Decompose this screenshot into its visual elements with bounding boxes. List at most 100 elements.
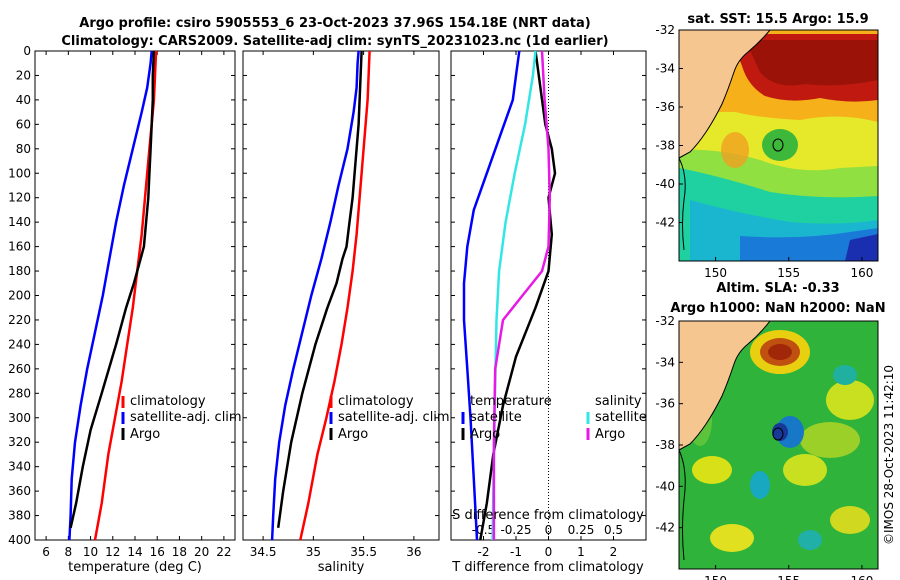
map-lat-tick-label: -36 xyxy=(655,397,675,411)
legend-label-argo: Argo xyxy=(130,427,160,442)
sst-map-image xyxy=(679,30,878,261)
map-lat-tick-label: -34 xyxy=(655,355,675,369)
sla-map-title-line2: Argo h1000: NaN h2000: NaN xyxy=(670,301,885,316)
map-lat-tick-label: -38 xyxy=(655,139,675,153)
difference-top-tick-label: 0 xyxy=(545,523,553,537)
map-lat-tick-label: -42 xyxy=(655,216,675,230)
temperature-x-tick-label: 8 xyxy=(65,545,73,559)
sla-map-title-line1: Altim. SLA: -0.33 xyxy=(716,281,839,296)
depth-tick-label: 280 xyxy=(8,386,31,400)
depth-tick-label: 260 xyxy=(8,362,31,376)
depth-tick-label: 120 xyxy=(8,191,31,205)
temperature-x-tick-label: 20 xyxy=(194,545,209,559)
map-lat-tick-label: -36 xyxy=(655,100,675,114)
difference-x-tick-label: 1 xyxy=(577,545,585,559)
series-line-climatology xyxy=(299,50,371,541)
salinity-x-axis: 34.5 35 35.5 36 xyxy=(250,51,422,559)
series-line-temperature-satellite xyxy=(462,50,521,541)
figure-title-line2: Climatology: CARS2009. Satellite-adj cli… xyxy=(61,34,608,49)
difference-xlabel: T difference from climatology xyxy=(451,560,644,575)
map-lon-tick-label: 155 xyxy=(777,574,800,580)
series-line-salinity-argo xyxy=(492,50,552,540)
temperature-series xyxy=(68,50,158,541)
map-lon-tick-label: 150 xyxy=(704,574,727,580)
legend-label-temperature: temperature xyxy=(470,394,552,409)
depth-tick-label: 100 xyxy=(8,166,31,180)
temperature-legend: climatology satellite-adj. clim Argo xyxy=(121,394,242,442)
difference-x-tick-label: -2 xyxy=(478,545,490,559)
depth-tick-label: 200 xyxy=(8,289,31,303)
map-lon-tick-label: 155 xyxy=(777,266,800,280)
temperature-x-tick-label: 18 xyxy=(172,545,187,559)
map-lat-tick-label: -32 xyxy=(655,23,675,37)
sla-map-axes: 150 155 160 -32 -34 -36 -38 -40 -42 xyxy=(655,314,873,580)
map-lat-tick-label: -40 xyxy=(655,177,675,191)
legend-label-t-argo: Argo xyxy=(470,427,500,442)
sla-map-image xyxy=(679,321,878,569)
depth-tick-label: 20 xyxy=(16,68,31,82)
temperature-x-tick-label: 22 xyxy=(216,545,231,559)
depth-tick-label: 360 xyxy=(8,484,31,498)
series-line-argo xyxy=(69,50,156,529)
salinity-x-tick-label: 35 xyxy=(306,545,321,559)
difference-x-tick-label: -1 xyxy=(510,545,522,559)
legend-label-s-satellite: satellite xyxy=(595,410,647,425)
sst-map-axes: 150 155 160 -32 -34 -36 -38 -40 -42 xyxy=(655,23,873,280)
series-line-satellite-adj-clim xyxy=(270,50,360,541)
difference-top-tick-label: 0.5 xyxy=(604,523,623,537)
argo-position-marker xyxy=(772,138,784,152)
difference-top-tick-label: 0.25 xyxy=(568,523,595,537)
depth-tick-label: 140 xyxy=(8,215,31,229)
depth-tick-label: 160 xyxy=(8,240,31,254)
legend-label-s-argo: Argo xyxy=(595,427,625,442)
depth-tick-label: 400 xyxy=(8,533,31,547)
map-lat-tick-label: -40 xyxy=(655,479,675,493)
salinity-xlabel: salinity xyxy=(318,560,365,575)
legend-label-salinity: salinity xyxy=(595,394,642,409)
temperature-x-axis: 6 8 10 12 14 16 18 20 22 xyxy=(42,51,232,559)
sst-map-title: sat. SST: 15.5 Argo: 15.9 xyxy=(687,12,868,27)
depth-tick-label: 60 xyxy=(16,117,31,131)
series-line-satellite-adj-clim xyxy=(68,50,153,541)
map-lat-tick-label: -38 xyxy=(655,438,675,452)
map-lat-tick-label: -42 xyxy=(655,521,675,535)
temperature-x-tick-label: 10 xyxy=(83,545,98,559)
difference-top-axis: -0.5 -0.25 0 0.25 0.5 xyxy=(472,523,623,537)
map-lon-tick-label: 160 xyxy=(850,266,873,280)
salinity-legend: climatology satellite-adj. clim Argo xyxy=(329,394,450,442)
series-line-argo xyxy=(276,50,363,528)
difference-x-tick-label: 0 xyxy=(545,545,553,559)
salinity-x-tick-label: 36 xyxy=(406,545,421,559)
depth-tick-label: 80 xyxy=(16,142,31,156)
legend-label-t-satellite: satellite xyxy=(470,410,522,425)
difference-x-tick-label: 2 xyxy=(610,545,618,559)
difference-axes xyxy=(450,50,647,541)
difference-legend-salinity: salinity satellite Argo xyxy=(586,394,647,442)
depth-tick-label: 220 xyxy=(8,313,31,327)
legend-label-climatology: climatology xyxy=(130,394,206,409)
map-lon-tick-label: 150 xyxy=(704,266,727,280)
legend-label-climatology: climatology xyxy=(338,394,414,409)
figure-title-line1: Argo profile: csiro 5905553_6 23-Oct-202… xyxy=(79,16,590,31)
depth-tick-label: 320 xyxy=(8,435,31,449)
imos-watermark: ©IMOS 28-Oct-2023 11:42:10 xyxy=(882,365,896,545)
depth-tick-label: 240 xyxy=(8,337,31,351)
salinity-x-tick-label: 34.5 xyxy=(250,545,277,559)
temperature-x-tick-label: 16 xyxy=(150,545,165,559)
depth-tick-label: 300 xyxy=(8,411,31,425)
legend-label-argo: Argo xyxy=(338,427,368,442)
temperature-x-tick-label: 14 xyxy=(127,545,142,559)
difference-top-xlabel: S difference from climatology xyxy=(452,508,644,523)
argo-position-marker xyxy=(772,427,784,441)
temperature-x-tick-label: 12 xyxy=(105,545,120,559)
map-lat-tick-label: -32 xyxy=(655,314,675,328)
legend-label-satellite: satellite-adj. clim xyxy=(130,410,242,425)
difference-top-tick-label: -0.25 xyxy=(500,523,531,537)
depth-tick-label: 0 xyxy=(23,44,31,58)
difference-legend-temperature: temperature satellite Argo xyxy=(461,394,552,442)
depth-tick-label: 380 xyxy=(8,509,31,523)
salinity-x-tick-label: 35.5 xyxy=(350,545,377,559)
salinity-axes xyxy=(242,50,440,541)
temperature-x-tick-label: 6 xyxy=(42,545,50,559)
